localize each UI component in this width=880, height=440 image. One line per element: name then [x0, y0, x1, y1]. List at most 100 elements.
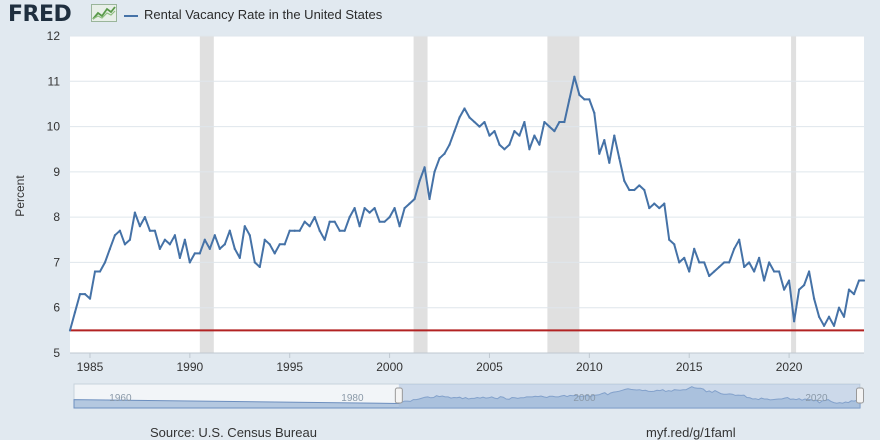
recession-band: [413, 36, 428, 353]
data-point: [618, 157, 621, 160]
data-point: [128, 238, 132, 241]
data-point: [73, 311, 77, 314]
data-point: [443, 152, 446, 155]
data-point: [118, 229, 122, 232]
data-series: [68, 75, 866, 332]
data-point: [353, 206, 356, 210]
data-point: [268, 243, 271, 246]
data-point: [363, 206, 366, 210]
y-tick-label: 8: [53, 210, 60, 224]
navigator-area: [73, 386, 861, 409]
y-tick-label: 9: [53, 165, 60, 179]
data-point: [548, 125, 551, 128]
data-point: [438, 157, 441, 160]
data-point: [288, 229, 291, 232]
data-point: [473, 120, 476, 124]
data-point: [822, 324, 826, 327]
x-tick-label: 1995: [276, 360, 303, 374]
data-point: [708, 274, 711, 278]
data-point: [218, 247, 221, 250]
data-point: [827, 315, 831, 318]
legend-label: Rental Vacancy Rate in the United States: [144, 7, 383, 22]
data-point: [183, 238, 186, 241]
data-point: [783, 288, 786, 291]
y-tick-label: 12: [47, 29, 61, 43]
data-point: [173, 234, 176, 237]
data-point: [373, 206, 376, 210]
data-point: [807, 270, 811, 273]
data-point: [643, 188, 646, 192]
y-axis: 5 6 7 8 9 10 11 12: [47, 29, 61, 360]
data-point: [723, 261, 726, 264]
y-tick-label: 7: [53, 255, 60, 269]
navigator-handle[interactable]: [856, 387, 864, 404]
data-point: [628, 188, 631, 192]
data-point: [738, 238, 741, 241]
short-url-link[interactable]: myf.red/g/1faml: [646, 425, 736, 440]
data-point: [278, 243, 281, 246]
data-point: [523, 120, 526, 124]
data-point: [398, 225, 401, 228]
y-tick-label: 10: [47, 120, 61, 134]
data-point: [578, 93, 581, 96]
data-point: [323, 238, 326, 241]
data-point: [418, 179, 421, 183]
data-point: [753, 270, 756, 273]
legend-swatch: [124, 14, 138, 17]
data-point: [718, 265, 721, 269]
data-point: [233, 247, 236, 250]
data-point: [503, 148, 506, 151]
data-point: [733, 247, 736, 250]
data-point: [553, 130, 556, 133]
data-point: [688, 270, 691, 273]
recession-band: [791, 36, 797, 353]
data-point: [837, 306, 841, 309]
chart-legend: Rental Vacancy Rate in the United States: [124, 7, 382, 22]
navigator-handle[interactable]: [394, 387, 403, 404]
data-point: [433, 170, 436, 173]
data-point: [842, 315, 846, 318]
data-point: [763, 279, 766, 282]
data-point: [513, 130, 516, 133]
data-point: [328, 220, 331, 223]
data-point: [583, 98, 586, 101]
data-point: [773, 270, 776, 273]
x-axis: 1985 1990 1995 2000 2005 2010 2015 2020: [70, 352, 864, 374]
y-tick-label: 6: [53, 301, 60, 315]
data-point: [598, 152, 601, 155]
data-point: [293, 229, 296, 232]
data-point: [608, 161, 611, 164]
data-point: [148, 229, 151, 232]
x-tick-label: 1990: [176, 360, 203, 374]
data-point: [703, 261, 706, 264]
data-point: [163, 238, 166, 241]
data-point: [792, 320, 796, 323]
navigator-selection[interactable]: [398, 384, 860, 408]
y-axis-label: Percent: [13, 175, 27, 217]
data-point: [423, 166, 426, 169]
data-point: [228, 229, 231, 232]
data-point: [358, 225, 361, 228]
data-point: [817, 315, 821, 318]
x-tick-label: 2000: [376, 360, 403, 374]
data-point: [138, 225, 142, 228]
data-point: [713, 270, 716, 273]
data-point: [413, 197, 416, 201]
data-point: [273, 252, 276, 255]
data-point: [558, 120, 561, 124]
data-point: [283, 243, 286, 246]
data-point: [603, 139, 606, 142]
data-point: [368, 211, 371, 214]
data-point: [758, 256, 761, 259]
data-point: [508, 143, 511, 146]
data-point: [393, 206, 396, 210]
fred-graph-icon: [91, 4, 117, 22]
data-point: [623, 179, 626, 183]
data-point: [857, 279, 861, 282]
data-point: [458, 116, 461, 119]
data-point: [663, 202, 666, 205]
data-point: [728, 261, 731, 264]
data-point: [468, 116, 471, 119]
range-navigator[interactable]: 1960 1980 2000 2020: [73, 383, 864, 409]
chart: 5 6 7 8 9 10 11 12 1985 1990 1995 2000 2005 2010 2015…: [13, 29, 866, 409]
